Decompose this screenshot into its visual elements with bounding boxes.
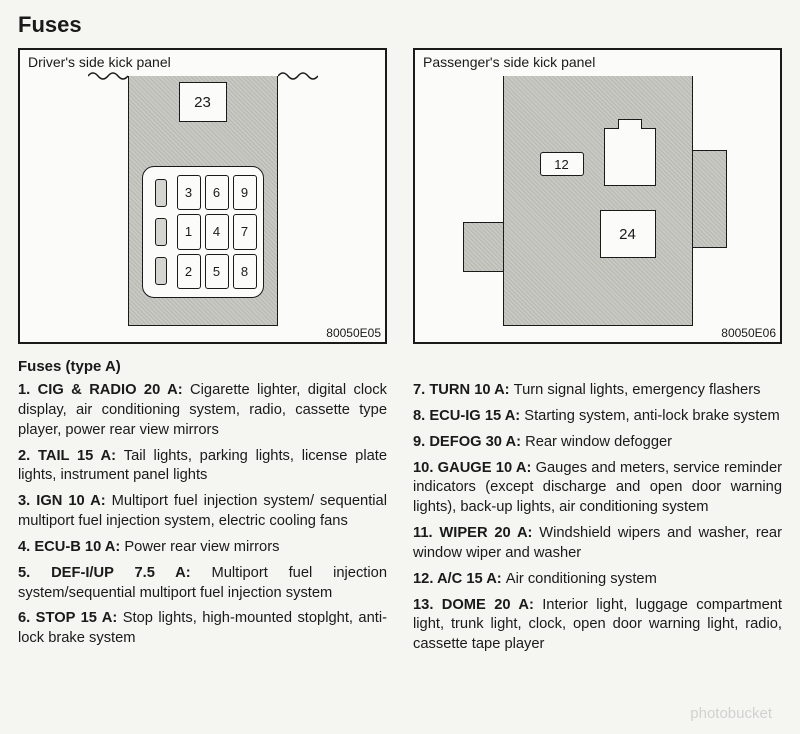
fuse-description: 2. TAIL 15 A: Tail lights, parking light… [18,447,387,487]
fuse-description: 3. IGN 10 A: Multiport fuel injection sy… [18,492,387,532]
wavy-left-icon [88,70,128,82]
fuse-desc-col-left: 1. CIG & RADIO 20 A: Cigarette lighter, … [18,381,387,661]
fuse-12: 12 [540,152,584,176]
fuse-6: 6 [205,175,229,210]
fuse-7: 7 [233,214,257,249]
fuse-8: 8 [233,254,257,289]
blank-slot [155,257,167,285]
fuse-description: 10. GAUGE 10 A: Gauges and meters, servi… [413,459,782,519]
fuse-description: 13. DOME 20 A: Interior light, luggage c… [413,596,782,656]
driver-panel-code: 80050E05 [326,326,381,340]
fuse-4: 4 [205,214,229,249]
fuse-1: 1 [177,214,201,249]
fuse-description: 7. TURN 10 A: Turn signal lights, emerge… [413,381,782,401]
driver-diagram: 23 3 1 2 6 4 5 9 7 8 [20,76,385,324]
passenger-panel: Passenger's side kick panel 12 24 80050E… [413,48,782,344]
watermark: photobucket [690,705,772,722]
passenger-right-tab [691,150,727,248]
relay-top-tab [618,119,642,129]
fuse-description: 11. WIPER 20 A: Windshield wipers and wa… [413,524,782,564]
passenger-panel-label: Passenger's side kick panel [423,54,595,70]
fuse-desc-col-right: 7. TURN 10 A: Turn signal lights, emerge… [413,381,782,661]
fuse-descriptions: 1. CIG & RADIO 20 A: Cigarette lighter, … [18,381,782,661]
fuse-2: 2 [177,254,201,289]
fuse-description: 9. DEFOG 30 A: Rear window defogger [413,433,782,453]
fuse-3: 3 [177,175,201,210]
passenger-diagram: 12 24 [415,76,780,324]
fuse-description: 6. STOP 15 A: Stop lights, high-mounted … [18,609,387,649]
passenger-left-tab [463,222,505,272]
fuse-23: 23 [179,82,227,122]
fuse-description: 1. CIG & RADIO 20 A: Cigarette lighter, … [18,381,387,441]
driver-fuse-grid: 3 1 2 6 4 5 9 7 8 [142,166,264,298]
relay-box [604,128,656,186]
fuse-description: 12. A/C 15 A: Air conditioning system [413,570,782,590]
fuse-5: 5 [205,254,229,289]
passenger-panel-code: 80050E06 [721,326,776,340]
driver-panel: Driver's side kick panel 23 3 1 2 6 4 5 [18,48,387,344]
driver-panel-label: Driver's side kick panel [28,54,171,70]
blank-slot [155,179,167,207]
fuses-subheading: Fuses (type A) [18,358,782,375]
fuse-description: 8. ECU-IG 15 A: Starting system, anti-lo… [413,407,782,427]
fuse-24: 24 [600,210,656,258]
fuse-description: 4. ECU-B 10 A: Power rear view mirrors [18,538,387,558]
driver-fusebox-body: 23 3 1 2 6 4 5 9 7 8 [128,76,278,326]
fuse-9: 9 [233,175,257,210]
passenger-fusebox-body: 12 24 [503,76,693,326]
page-title: Fuses [18,12,782,38]
diagram-panels-row: Driver's side kick panel 23 3 1 2 6 4 5 [18,48,782,344]
wavy-right-icon [278,70,318,82]
blank-slot [155,218,167,246]
fuse-description: 5. DEF-I/UP 7.5 A: Multiport fuel inject… [18,564,387,604]
